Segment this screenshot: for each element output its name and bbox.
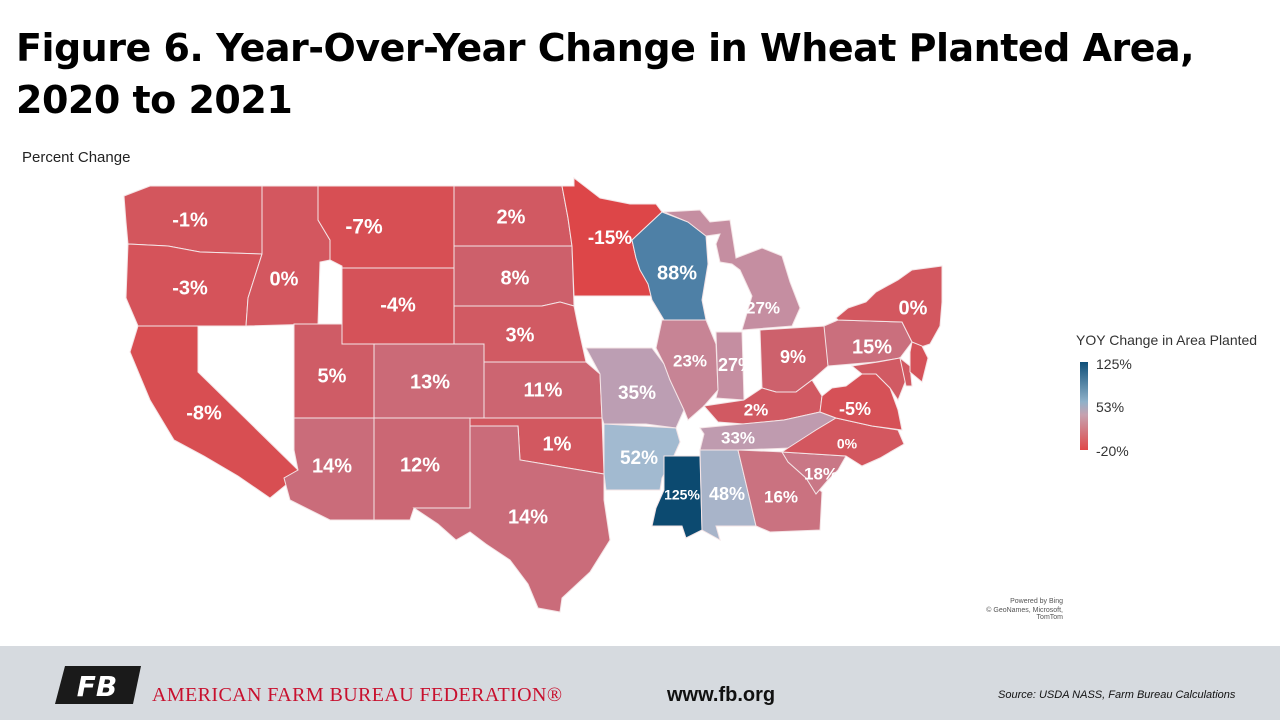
state-label-il: 23%: [673, 351, 707, 370]
state-shape-nc: [780, 417, 905, 467]
state-label-ok: 1%: [543, 433, 572, 455]
state-label-wa: -1%: [172, 209, 208, 231]
state-shape-ar: [603, 423, 681, 491]
website-link[interactable]: www.fb.org: [667, 684, 776, 706]
state-label-tx: 14%: [508, 506, 548, 528]
state-label-wy: -4%: [380, 294, 416, 316]
us-choropleth-map: -1% -3% -8% 0% -7% -4% 5% 14% 13% 12% 2% 8% 3% 11% 1% 1…: [123, 176, 943, 613]
legend-color-scale: [1080, 362, 1088, 450]
state-shape-mi: [663, 209, 801, 331]
legend-mid-label: 53%: [1096, 399, 1125, 415]
fb-logo-text: FB: [77, 670, 117, 703]
state-label-mi: 27%: [746, 298, 780, 317]
map-credit-powered-by: Powered by Bing: [1010, 598, 1063, 605]
state-shape-va: [819, 373, 903, 431]
state-label-id: 0%: [270, 268, 299, 290]
state-label-ga: 16%: [764, 487, 798, 506]
state-label-sd: 8%: [501, 267, 530, 289]
page-title: Figure 6. Year-Over-Year Change in Wheat…: [16, 26, 1195, 122]
state-label-wi: 88%: [657, 262, 697, 284]
legend-min-label: -20%: [1096, 443, 1129, 459]
state-label-ks: 11%: [524, 379, 563, 401]
state-label-pa: 15%: [852, 336, 892, 358]
fb-logo-icon: FB: [55, 666, 141, 704]
state-shape-il: [655, 319, 719, 421]
state-label-az: 14%: [312, 455, 352, 477]
state-label-mt: -7%: [345, 216, 383, 239]
state-shape-md: [850, 357, 907, 402]
state-label-sc: 18%: [804, 464, 838, 483]
state-label-va: -5%: [839, 399, 871, 419]
state-label-co: 13%: [410, 371, 450, 393]
legend-max-label: 125%: [1096, 356, 1132, 372]
state-labels: -1% -3% -8% 0% -7% -4% 5% 14% 13% 12% 2% 8% 3% 11% 1% 1…: [172, 206, 927, 528]
state-label-or: -3%: [172, 277, 208, 299]
state-label-ca: -8%: [186, 402, 222, 424]
state-label-oh: 9%: [780, 347, 806, 367]
organization-name: AMERICAN FARM BUREAU FEDERATION®: [152, 684, 563, 706]
state-label-ut: 5%: [318, 365, 347, 387]
state-label-tn: 33%: [721, 428, 755, 447]
state-label-nd: 2%: [497, 206, 526, 228]
state-shape-tx: [412, 425, 611, 613]
state-label-ms: 125%: [664, 487, 700, 503]
state-shape-ca: [129, 325, 299, 499]
footer-bar: FB AMERICAN FARM BUREAU FEDERATION® www.…: [0, 646, 1280, 720]
state-shape-ny: [835, 265, 943, 349]
state-label-ny: 0%: [899, 297, 928, 319]
state-label-nc: 0%: [837, 436, 858, 452]
state-label-al: 48%: [709, 484, 745, 504]
state-shape-mt: [317, 185, 455, 269]
state-label-nm: 12%: [400, 454, 440, 476]
state-shape-in: [715, 331, 745, 401]
state-label-ne: 3%: [506, 324, 535, 346]
state-label-in: 27%: [718, 355, 754, 375]
legend-title: YOY Change in Area Planted: [1076, 332, 1258, 348]
state-shape-sc: [781, 451, 847, 495]
state-label-mo: 35%: [618, 383, 656, 404]
state-label-ar: 52%: [620, 448, 658, 469]
state-shape-de: [899, 356, 913, 387]
state-shapes: [123, 176, 943, 613]
map-subtitle: Percent Change: [22, 149, 131, 166]
map-credit-attribution: © GeoNames, Microsoft, TomTom: [986, 607, 1063, 621]
source-note: Source: USDA NASS, Farm Bureau Calculati…: [998, 689, 1236, 701]
state-label-ky: 2%: [744, 400, 769, 419]
state-shape-nj: [909, 341, 929, 383]
state-label-mn: -15%: [588, 228, 632, 249]
state-shape-ne: [453, 301, 587, 363]
